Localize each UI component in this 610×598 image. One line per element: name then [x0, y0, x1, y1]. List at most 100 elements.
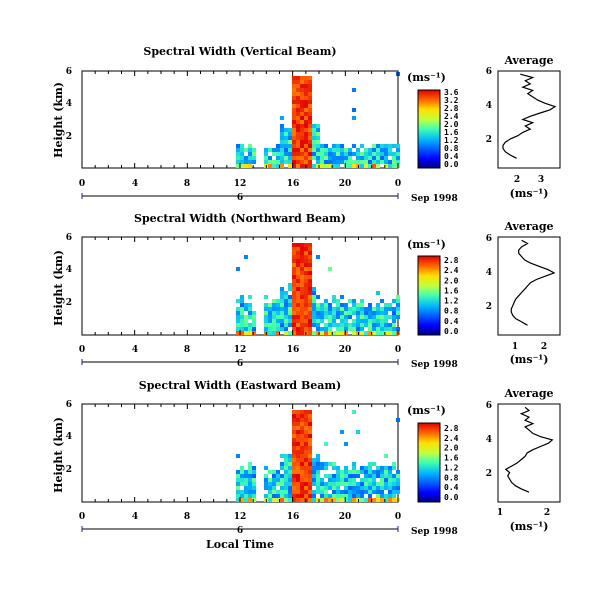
heatmap-cell — [340, 315, 344, 319]
heatmap-cell — [344, 470, 348, 474]
heatmap-cell — [288, 478, 292, 482]
heatmap-cell — [268, 486, 272, 490]
heatmap-cell — [284, 323, 288, 327]
heatmap-cell — [368, 466, 372, 470]
colorbar-tick-label: 2.8 — [444, 424, 459, 433]
heatmap-cell — [376, 482, 380, 486]
heatmap-cell — [288, 160, 292, 164]
heatmap-cell — [316, 331, 320, 335]
heatmap-cell — [328, 498, 332, 502]
heatmap-cell — [312, 323, 316, 327]
heatmap-cell — [304, 458, 308, 462]
heatmap-cell — [316, 164, 320, 168]
heatmap-cell — [308, 104, 312, 108]
heatmap-cell — [272, 482, 276, 486]
heatmap-cell — [284, 307, 288, 311]
heatmap-cell — [304, 426, 308, 430]
heatmap-cell — [284, 458, 288, 462]
heatmap-cell — [272, 327, 276, 331]
x-ticks: 0 4 8 12 16 20 0 — [79, 179, 401, 189]
heatmap-cell — [296, 315, 300, 319]
heatmap-cell — [384, 454, 388, 458]
heatmap-cell — [264, 494, 268, 498]
heatmap-cell — [264, 319, 268, 323]
heatmap-cell — [268, 490, 272, 494]
heatmap-cell — [240, 466, 244, 470]
heatmap-cell — [236, 474, 240, 478]
heatmap-cell — [252, 470, 256, 474]
profile-y-tick: 2 — [486, 302, 492, 312]
colorbar-tick-label: 1.6 — [444, 286, 459, 295]
heatmap-cell — [280, 498, 284, 502]
heatmap-cell — [316, 255, 320, 259]
heatmap-cell — [236, 299, 240, 303]
heatmap-cell — [320, 315, 324, 319]
heatmap-cell — [388, 144, 392, 148]
heatmap-cell — [292, 80, 296, 84]
heatmap-cell — [384, 466, 388, 470]
heatmap-cell — [324, 299, 328, 303]
colorbar-tick-label: 0.4 — [444, 483, 459, 492]
colorbar: (ms⁻¹) 2.82.42.01.6 1.20.80.40.0 — [407, 238, 459, 336]
heatmap-cell — [372, 319, 376, 323]
heatmap-cell — [376, 160, 380, 164]
heatmap-cell — [344, 152, 348, 156]
heatmap-cell — [292, 128, 296, 132]
heatmap-cell — [304, 80, 308, 84]
heatmap-cell — [356, 482, 360, 486]
heatmap-cell — [364, 490, 368, 494]
heatmap-cell — [288, 466, 292, 470]
heatmap-cell — [268, 303, 272, 307]
heatmap-cell — [304, 422, 308, 426]
heatmap-cell — [324, 462, 328, 466]
heatmap-cell — [300, 323, 304, 327]
heatmap-cell — [360, 319, 364, 323]
heatmap-cell — [296, 295, 300, 299]
day-axis: 6 Sep 1998 — [81, 526, 458, 537]
heatmap-cell — [284, 319, 288, 323]
heatmap-cell — [236, 331, 240, 335]
heatmap-cell — [368, 315, 372, 319]
heatmap-cell — [292, 323, 296, 327]
heatmap-cell — [272, 331, 276, 335]
heatmap-cell — [320, 331, 324, 335]
x-tick-label: 20 — [339, 179, 352, 189]
heatmap-cell — [272, 498, 276, 502]
heatmap-cell — [304, 311, 308, 315]
heatmap-cell — [296, 259, 300, 263]
heatmap-cell — [364, 466, 368, 470]
y-tick-label: 4 — [66, 99, 72, 109]
heatmap-cell — [292, 120, 296, 124]
heatmap-cell — [380, 299, 384, 303]
heatmap-cell — [236, 482, 240, 486]
heatmap-cell — [304, 327, 308, 331]
heatmap-cell — [296, 92, 300, 96]
heatmap-cell — [372, 482, 376, 486]
heatmap-cell — [372, 498, 376, 502]
heatmap-cell — [284, 474, 288, 478]
heatmap-cell — [392, 315, 396, 319]
heatmap-cell — [272, 490, 276, 494]
colorbar-tick-label: 2.8 — [444, 104, 459, 113]
x-tick-label: 16 — [287, 179, 300, 189]
heatmap-cell — [388, 494, 392, 498]
heatmap-cell — [396, 160, 400, 164]
heatmap-cell — [300, 152, 304, 156]
profile-y-tick: 2 — [486, 469, 492, 479]
heatmap-cell — [296, 104, 300, 108]
heatmap-cell — [352, 482, 356, 486]
heatmap-cell — [368, 331, 372, 335]
heatmap-cell — [304, 96, 308, 100]
heatmap-cell — [304, 323, 308, 327]
heatmap-cell — [308, 96, 312, 100]
heatmap-cell — [288, 319, 292, 323]
heatmap-cell — [376, 323, 380, 327]
heatmap-cell — [320, 307, 324, 311]
heatmap-cell — [300, 243, 304, 247]
heatmap-cell — [384, 498, 388, 502]
heatmap-cell — [272, 299, 276, 303]
heatmap-cell — [248, 470, 252, 474]
heatmap-cell — [292, 164, 296, 168]
heatmap-cell — [340, 311, 344, 315]
heatmap-cell — [268, 315, 272, 319]
